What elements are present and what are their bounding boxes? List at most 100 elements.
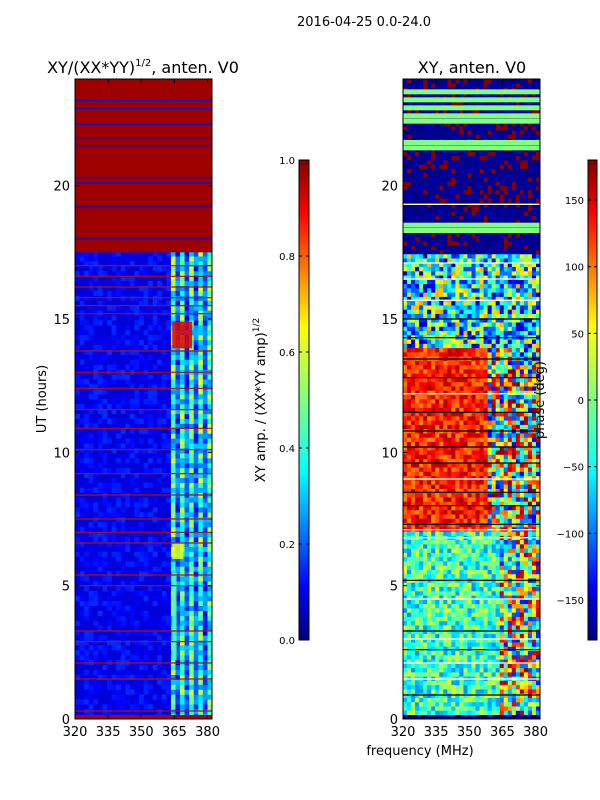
right-heat-cell [487,399,492,404]
right-heat-cell [479,467,484,472]
left-heat-cell [175,655,181,661]
right-heat-cell [471,352,476,357]
left-heat-cell [207,669,213,675]
right-heat-cell [479,603,484,609]
right-heat-cell [431,347,436,353]
right-heat-cell [451,505,456,511]
right-heat-cell [507,544,513,549]
right-heat-cell [447,480,452,485]
right-heat-cell [471,539,476,545]
right-heat-cell [535,347,541,353]
right-heat-cell [443,531,448,536]
right-heat-cell [411,373,416,378]
left-heat-cell [180,610,185,616]
right-heat-cell [471,655,476,660]
right-heat-cell [455,633,460,639]
right-heat-cell [411,612,416,617]
right-heat-cell [471,407,476,413]
right-heat-cell [427,655,432,660]
right-heat-cell [419,565,424,570]
right-heat-cell [535,433,541,438]
left-heat-cell [184,610,190,616]
right-heat-cell [443,693,448,698]
right-heat-cell [531,501,537,506]
right-heat-cell [491,616,496,622]
right-heat-cell [439,501,444,506]
right-heat-cell [435,672,440,677]
left-heat-cell [148,339,153,346]
right-heat-cell [479,650,484,656]
right-heat-cell [435,633,440,639]
right-heat-cell [435,514,440,519]
right-heat-cell [471,646,476,652]
right-heat-cell [467,369,472,374]
left-heat-cell [198,472,204,479]
right-heat-cell [439,450,444,455]
left-heat-cell [180,586,185,592]
left-heat-cell [106,595,112,602]
right-heat-cell [447,531,452,536]
right-heat-cell [439,458,444,464]
left-heat-cell [193,517,199,523]
right-heat-cell [519,612,525,617]
right-heat-cell [531,616,537,622]
right-heat-cell [471,714,476,720]
right-heat-cell [419,424,424,430]
right-heat-cell [439,544,444,549]
right-heat-cell [523,714,529,720]
right-heat-cell [531,514,537,519]
right-heat-cell [483,689,488,694]
right-heat-cell [519,625,525,630]
left-heat-cell [180,384,185,390]
right-heat-cell [535,629,541,634]
right-heat-cell [403,625,408,630]
right-heat-cell [443,360,448,366]
left-heat-cell [189,359,195,365]
right-heat-cell [435,556,440,562]
right-heat-cell [515,484,521,489]
left-heat-cell [202,684,208,690]
left-heat-cell [180,285,185,291]
right-heat-cell [523,518,529,524]
left-heat-cell [106,581,112,587]
right-heat-cell [471,518,476,524]
right-heat-cell [479,399,484,404]
right-heat-cell [479,492,484,498]
left-heat-cell [120,679,126,685]
left-heat-cell [180,655,185,661]
left-heat-cell [111,507,117,513]
left-heat-cell [116,433,121,439]
left-heat-cell [102,709,108,715]
left-heat-cell [106,438,112,444]
left-heat-cell [97,364,103,370]
right-heat-cell [427,612,432,617]
left-heat-cell [116,541,121,547]
right-heat-cell [503,552,509,558]
right-heat-cell [415,420,420,425]
right-heat-cell [487,595,492,600]
right-heat-cell [483,347,488,353]
right-heat-cell [487,394,492,400]
left-heat-cell [184,566,190,572]
left-heat-cell [207,586,213,592]
right-heat-cell [515,339,521,344]
right-heat-cell [419,633,424,639]
right-heat-cell [451,399,456,404]
right-heat-cell [451,710,456,716]
right-heat-cell [495,684,501,690]
left-heat-cell [143,344,149,351]
right-heat-cell [507,586,513,592]
left-heat-cell [198,600,204,607]
right-heat-cell [515,480,521,485]
left-heat-cell [129,335,135,341]
right-heat-cell [483,586,488,592]
right-heat-cell [475,450,480,455]
left-heat-cell [111,600,117,607]
left-heat-cell [175,428,181,434]
left-heat-cell [189,408,195,415]
left-heat-cell [106,482,112,488]
right-heat-cell [403,514,408,519]
right-heat-cell [535,492,541,498]
left-heat-cell [152,300,158,306]
right-heat-cell [423,586,428,592]
